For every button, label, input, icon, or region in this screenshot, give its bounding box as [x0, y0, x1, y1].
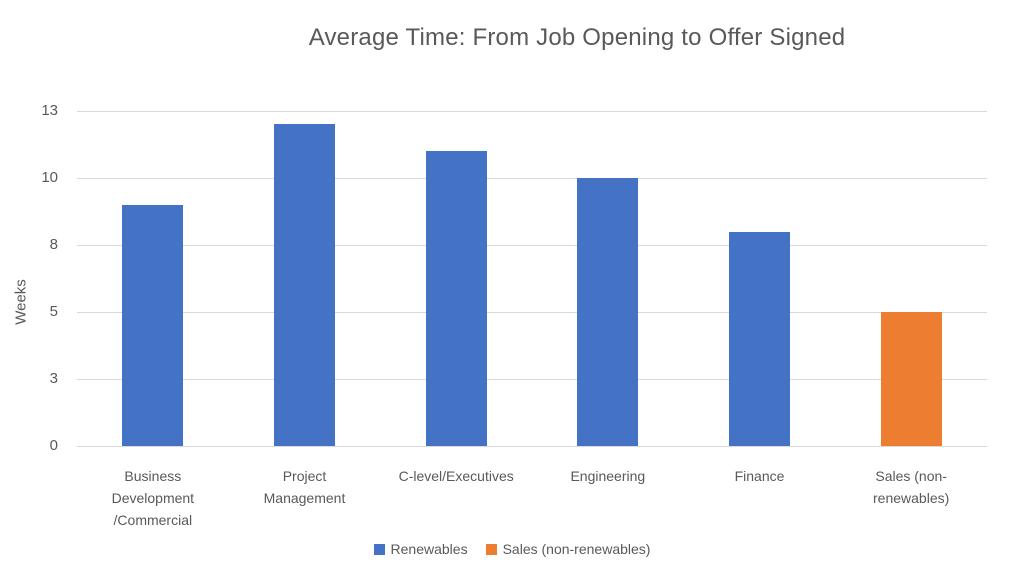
- y-tick-label-8: 8: [49, 236, 58, 253]
- x-axis-label-line: Project: [282, 468, 327, 484]
- bar-2: [425, 151, 487, 446]
- legend-label: Sales (non-renewables): [502, 541, 651, 557]
- plot-area: [77, 110, 987, 447]
- gridline-5: [77, 311, 987, 313]
- bar-3: [577, 178, 639, 446]
- gridline-8: [77, 244, 987, 246]
- y-tick-label-13: 13: [41, 102, 58, 119]
- legend: Renewables Sales (non-renewables): [0, 541, 1024, 557]
- x-axis-label-line: /Commercial: [113, 512, 193, 528]
- x-axis-label-0: Business Development/Commercial: [77, 465, 229, 531]
- x-axis-label-line: Sales (non-: [875, 468, 947, 484]
- y-tick-label-5: 5: [49, 303, 58, 320]
- x-axis-label-3: Engineering: [532, 465, 684, 487]
- y-tick-label-3: 3: [49, 370, 58, 387]
- x-axis-label-line: C-level/Executives: [398, 468, 514, 484]
- x-axis-label-2: C-level/Executives: [380, 465, 532, 487]
- y-axis-tick-labels: 0 3 5 8 10 13: [0, 0, 60, 582]
- x-axis-label-line: Engineering: [570, 468, 646, 484]
- y-tick-label-10: 10: [41, 169, 58, 186]
- y-tick-label-0: 0: [49, 437, 58, 454]
- bar-4: [729, 231, 790, 446]
- bar-0: [122, 204, 184, 446]
- gridline-3: [77, 378, 987, 380]
- x-axis-label-line: Management: [263, 490, 346, 506]
- bar-5: [880, 312, 942, 446]
- x-axis-label-1: Project Management: [229, 465, 381, 509]
- x-axis-labels: Business Development/Commercial Project Man…: [77, 465, 987, 537]
- gridline-10: [77, 177, 987, 179]
- gridline-0: [77, 445, 987, 447]
- bar-1: [274, 124, 335, 446]
- x-axis-label-line: Finance: [734, 468, 785, 484]
- legend-swatch-icon: [485, 543, 497, 555]
- x-axis-label-line: renewables): [873, 490, 950, 506]
- legend-label: Renewables: [390, 541, 468, 557]
- chart-title: Average Time: From Job Opening to Offer …: [308, 24, 846, 51]
- legend-item-0: Renewables: [373, 541, 468, 557]
- x-axis-label-4: Finance: [684, 465, 836, 487]
- gridline-13: [77, 110, 987, 112]
- x-axis-label-line: Development: [111, 490, 195, 506]
- legend-item-1: Sales (non-renewables): [485, 541, 651, 557]
- x-axis-label-line: Business: [124, 468, 182, 484]
- x-axis-label-5: Sales (non-renewables): [835, 465, 987, 509]
- legend-swatch-icon: [373, 543, 385, 555]
